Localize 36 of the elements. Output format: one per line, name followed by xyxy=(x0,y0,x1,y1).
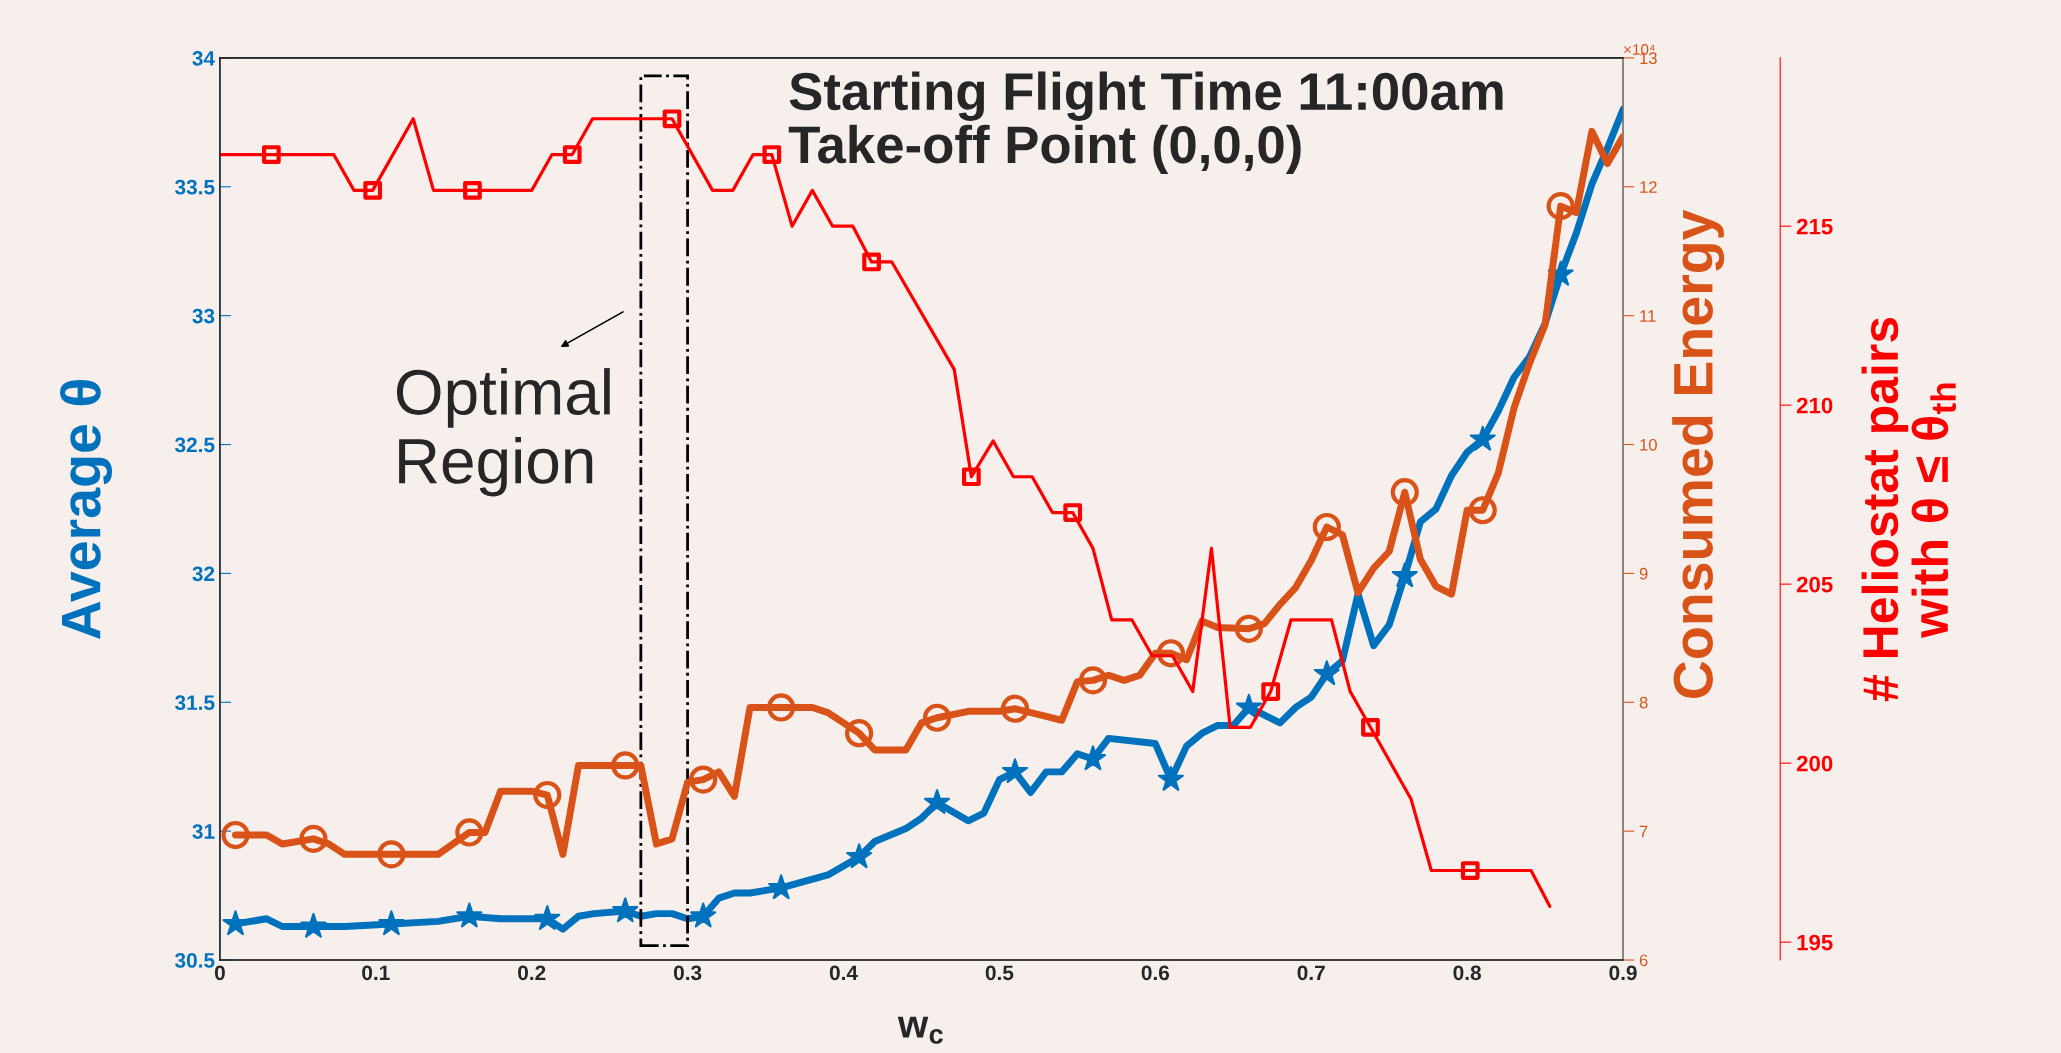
y2-tick-label: 6 xyxy=(1639,954,1648,967)
x-tick-label: 0.8 xyxy=(1453,965,1481,981)
x-axis-title: w$_{c}$ xyxy=(897,1016,943,1044)
y-tick-label: 31.5 xyxy=(174,695,215,711)
y3-tick-label: 215 xyxy=(1796,218,1833,235)
y2-tick-label: 10 xyxy=(1640,438,1657,451)
y3-tick-label: 210 xyxy=(1796,397,1833,414)
y-axis-title: Average θ xyxy=(60,380,112,639)
y-tick-label: 34 xyxy=(192,50,215,66)
annotation: Optimal Region xyxy=(396,368,610,497)
y2-tick-label: 12 xyxy=(1640,181,1657,193)
x-tick-label: 0.1 xyxy=(362,965,390,981)
x-tick-label: 0.9 xyxy=(1609,965,1637,981)
x-tick-label: 0.6 xyxy=(1141,965,1170,981)
x-tick-label: 0.2 xyxy=(518,965,546,981)
y2-axis-title: Consumed Energy xyxy=(1672,209,1725,698)
y3-tick-label: 205 xyxy=(1796,576,1833,593)
x-tick-label: 0.5 xyxy=(985,965,1014,981)
y2-tick-label: 11 xyxy=(1640,310,1656,322)
y-tick-label: 31 xyxy=(192,824,215,839)
y-tick-label: 33 xyxy=(192,308,215,324)
y2-tick-label: 8 xyxy=(1639,696,1648,709)
y-tick-label: 33.5 xyxy=(174,179,215,195)
y-tick-label: 32.5 xyxy=(174,437,215,453)
y3-tick-label: 200 xyxy=(1796,755,1833,772)
y3-axis-title: # Heliostat pairs with θ ≤ θ$_{th}$ xyxy=(1861,317,1956,702)
y-tick-label: 32 xyxy=(192,566,215,582)
x-tick-label: 0.7 xyxy=(1297,965,1325,981)
x-tick-label: 0 xyxy=(214,965,225,981)
text: Starting Flight Time 11:00am Take-off Point (0,0,0) xyxy=(788,71,1503,174)
y3-tick-label: 195 xyxy=(1797,934,1833,951)
y2-tick-label: 7 xyxy=(1639,825,1648,838)
y2-tick-label: 9 xyxy=(1639,567,1648,580)
x-tick-label: 0.4 xyxy=(829,965,858,981)
x-tick-label: 0.3 xyxy=(673,965,702,981)
y-tick-label: 30.5 xyxy=(174,953,215,968)
